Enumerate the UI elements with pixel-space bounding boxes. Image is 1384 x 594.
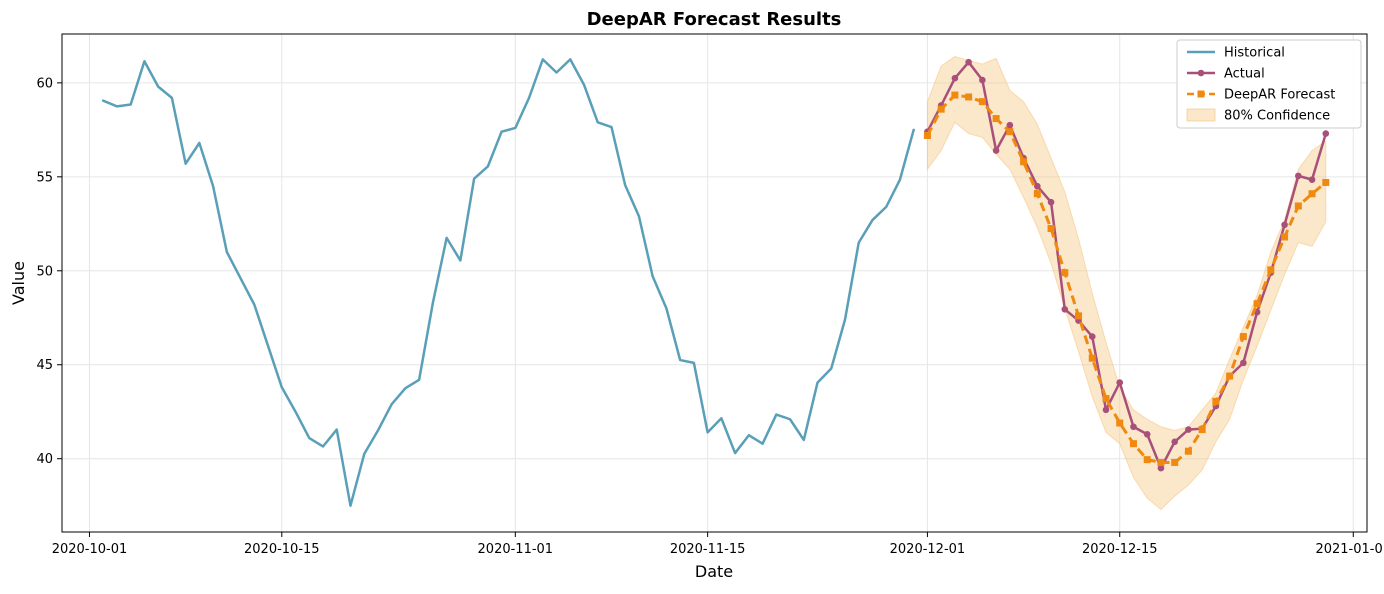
forecast-point <box>1088 354 1096 362</box>
grid-lines <box>62 34 1367 532</box>
forecast-point <box>1212 397 1220 405</box>
actual-point <box>965 58 972 66</box>
y-axis-label: Value <box>9 261 28 305</box>
forecast-point <box>1102 395 1110 403</box>
actual-point <box>979 76 986 84</box>
actual-point <box>1130 423 1137 431</box>
actual-point <box>1157 464 1165 472</box>
forecast-point <box>1033 190 1041 198</box>
actual-point <box>1308 176 1316 183</box>
y-tick-label: 40 <box>36 452 53 467</box>
actual-point <box>1047 198 1055 206</box>
forecast-point <box>1308 190 1316 198</box>
actual-point <box>1116 379 1124 386</box>
legend-label-deepar-forecast: DeepAR Forecast <box>1224 88 1335 103</box>
forecast-point <box>1281 233 1289 241</box>
series-layer <box>101 58 1330 507</box>
forecast-point <box>1198 426 1206 434</box>
forecast-point <box>1157 458 1165 466</box>
y-tick-label: 60 <box>36 76 53 91</box>
forecast-point <box>1253 300 1261 308</box>
y-tick-label: 45 <box>36 358 53 373</box>
historical-line <box>101 58 915 507</box>
x-tick-label: 2021-01-01 <box>1315 542 1384 557</box>
x-tick-label: 2020-12-15 <box>1082 542 1158 557</box>
actual-point <box>1006 121 1014 129</box>
actual-point <box>992 147 1000 154</box>
forecast-point <box>1006 128 1014 136</box>
axes-layer: 2020-10-01 2020-10-15 2020-11-01 2020-11-15… <box>36 76 1384 557</box>
actual-point <box>1088 333 1096 340</box>
actual-point <box>1240 359 1247 367</box>
x-tick-label: 2020-10-15 <box>244 542 320 557</box>
actual-point <box>1322 130 1330 137</box>
x-tick-label: 2020-10-01 <box>52 542 128 557</box>
legend: Historical Actual DeepAR Forecast 80% Confi… <box>1176 39 1362 129</box>
legend-label-actual: Actual <box>1224 67 1265 82</box>
forecast-point <box>1239 333 1247 341</box>
forecast-point <box>978 98 986 106</box>
forecast-point <box>1143 456 1151 464</box>
forecast-point <box>1061 269 1069 277</box>
forecast-point <box>1129 440 1137 448</box>
plot-frame <box>61 33 1368 533</box>
forecast-point <box>1294 202 1302 210</box>
forecast-point <box>1267 266 1275 274</box>
actual-point <box>1102 406 1110 414</box>
legend-marker-actual <box>1197 69 1205 77</box>
actual-point <box>951 74 959 82</box>
forecast-point <box>1116 419 1124 427</box>
chart-title: DeepAR Forecast Results <box>587 9 842 30</box>
forecast-point <box>1171 458 1179 466</box>
legend-box <box>1176 39 1362 129</box>
actual-point <box>1171 438 1178 446</box>
y-tick-label: 50 <box>36 264 53 279</box>
x-tick-label: 2020-11-01 <box>478 542 554 557</box>
actual-point <box>1143 430 1151 438</box>
forecast-point <box>1226 372 1234 380</box>
forecast-point <box>1047 225 1055 233</box>
forecast-point <box>1322 178 1330 186</box>
legend-swatch-80-confidence <box>1186 108 1216 122</box>
forecast-point <box>965 93 973 101</box>
forecast-point <box>992 115 1000 123</box>
legend-marker-deepar-forecast <box>1197 90 1205 98</box>
legend-label-historical: Historical <box>1224 46 1285 61</box>
x-axis-label: Date <box>695 562 733 581</box>
forecast-point <box>937 105 945 113</box>
forecast-point <box>923 131 931 139</box>
forecast-point <box>1075 312 1083 320</box>
deepar-forecast-line <box>926 93 1327 464</box>
forecast-point <box>1020 158 1028 166</box>
legend-label-80-confidence: 80% Confidence <box>1224 109 1330 124</box>
actual-point <box>1185 426 1192 433</box>
forecast-point <box>1184 447 1192 455</box>
actual-point <box>1295 172 1302 180</box>
actual-point <box>1281 221 1288 229</box>
y-tick-label: 55 <box>36 170 53 185</box>
actual-point <box>1061 306 1069 313</box>
x-tick-label: 2020-11-15 <box>670 542 746 557</box>
x-tick-label: 2020-12-01 <box>890 542 966 557</box>
forecast-point <box>951 91 959 99</box>
actual-point <box>1034 182 1041 190</box>
